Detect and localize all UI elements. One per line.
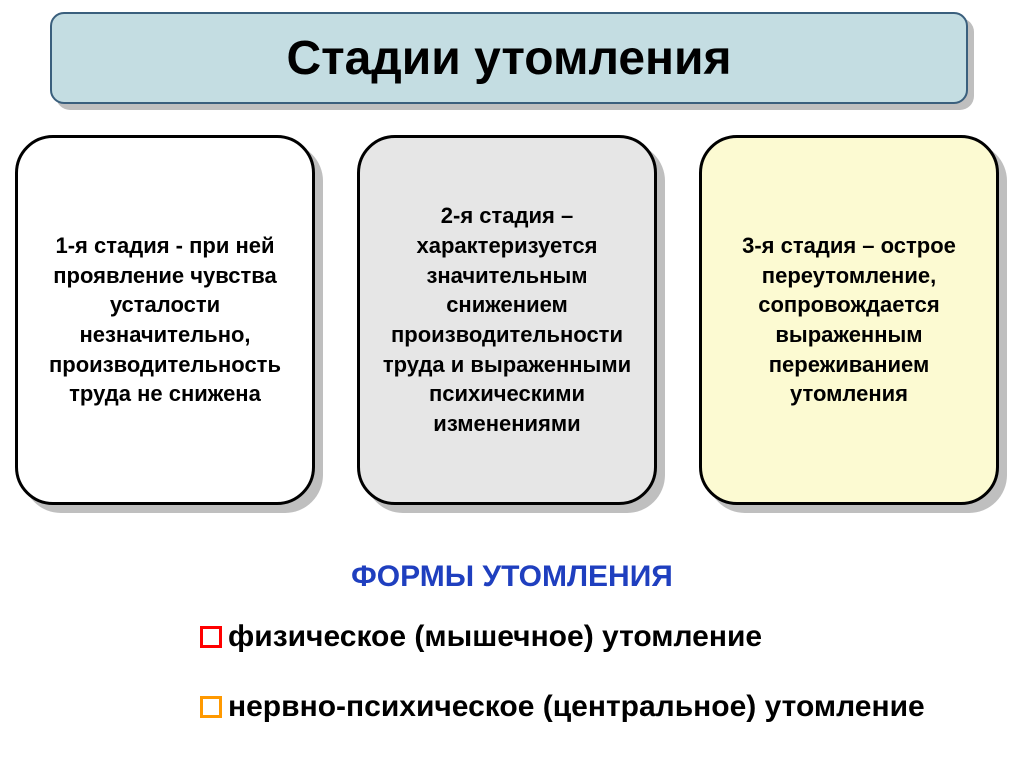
card-text: 1-я стадия - при ней проявление чувства … [32,231,298,409]
card-text: 3-я стадия – острое переутомление, сопро… [716,231,982,409]
form-text: физическое (мышечное) утомление [228,620,762,654]
form-item-2: нервно-психическое (центральное) утомлен… [200,690,925,724]
cards-row: 1-я стадия - при ней проявление чувства … [15,135,1009,515]
stage-card-3: 3-я стадия – острое переутомление, сопро… [699,135,1009,515]
bullet-icon [200,626,222,648]
form-text: нервно-психическое (центральное) утомлен… [228,690,925,724]
form-item-1: физическое (мышечное) утомление [200,620,762,654]
card-front: 2-я стадия – характеризуется значительны… [357,135,657,505]
title-container: Стадии утомления [50,12,974,110]
bullet-icon [200,696,222,718]
stage-card-1: 1-я стадия - при ней проявление чувства … [15,135,325,515]
page-title: Стадии утомления [286,31,731,86]
forms-subtitle: ФОРМЫ УТОМЛЕНИЯ [0,560,1024,594]
card-front: 3-я стадия – острое переутомление, сопро… [699,135,999,505]
card-front: 1-я стадия - при ней проявление чувства … [15,135,315,505]
title-box: Стадии утомления [50,12,968,104]
stage-card-2: 2-я стадия – характеризуется значительны… [357,135,667,515]
card-text: 2-я стадия – характеризуется значительны… [374,201,640,439]
